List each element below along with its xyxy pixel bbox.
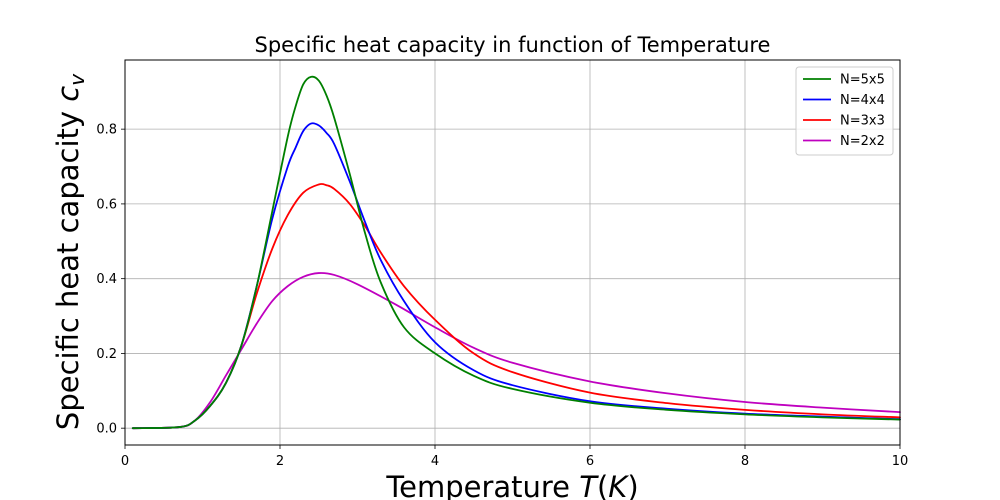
grid bbox=[124, 60, 901, 445]
y-tick-label: 0.6 bbox=[96, 197, 117, 212]
x-tick-label: 2 bbox=[276, 454, 284, 469]
series-line-n-2x2 bbox=[131, 272, 901, 430]
legend-label-n-5x5: N=5x5 bbox=[840, 73, 885, 88]
chart-title: Specific heat capacity in function of Te… bbox=[255, 33, 771, 57]
x-tick-label: 4 bbox=[431, 454, 439, 469]
legend-label-n-2x2: N=2x2 bbox=[840, 134, 885, 149]
x-axis-label: Temperature T(K) bbox=[385, 470, 638, 500]
axis-ticks: 0 2 4 6 8 10 0.0 0.2 0.4 0.6 0.8 bbox=[96, 123, 908, 469]
y-tick-label: 0.4 bbox=[96, 272, 117, 287]
x-tick-label: 6 bbox=[586, 454, 594, 469]
legend: N=5x5 N=4x4 N=3x3 N=2x2 bbox=[795, 66, 894, 156]
x-tick-label: 0 bbox=[121, 454, 129, 469]
plot-frame bbox=[124, 59, 901, 446]
x-tick-label: 8 bbox=[741, 454, 749, 469]
y-tick-label: 0.0 bbox=[96, 422, 117, 437]
legend-box bbox=[795, 66, 894, 156]
y-axis-label: Specific heat capacity cv bbox=[51, 73, 89, 430]
legend-label-n-4x4: N=4x4 bbox=[840, 93, 885, 108]
y-tick-label: 0.2 bbox=[96, 347, 117, 362]
y-tick-label: 0.8 bbox=[96, 123, 117, 138]
series-lines bbox=[131, 75, 901, 430]
x-tick-label: 10 bbox=[892, 454, 909, 469]
legend-label-n-3x3: N=3x3 bbox=[840, 114, 885, 129]
series-line-n-5x5 bbox=[131, 75, 901, 430]
